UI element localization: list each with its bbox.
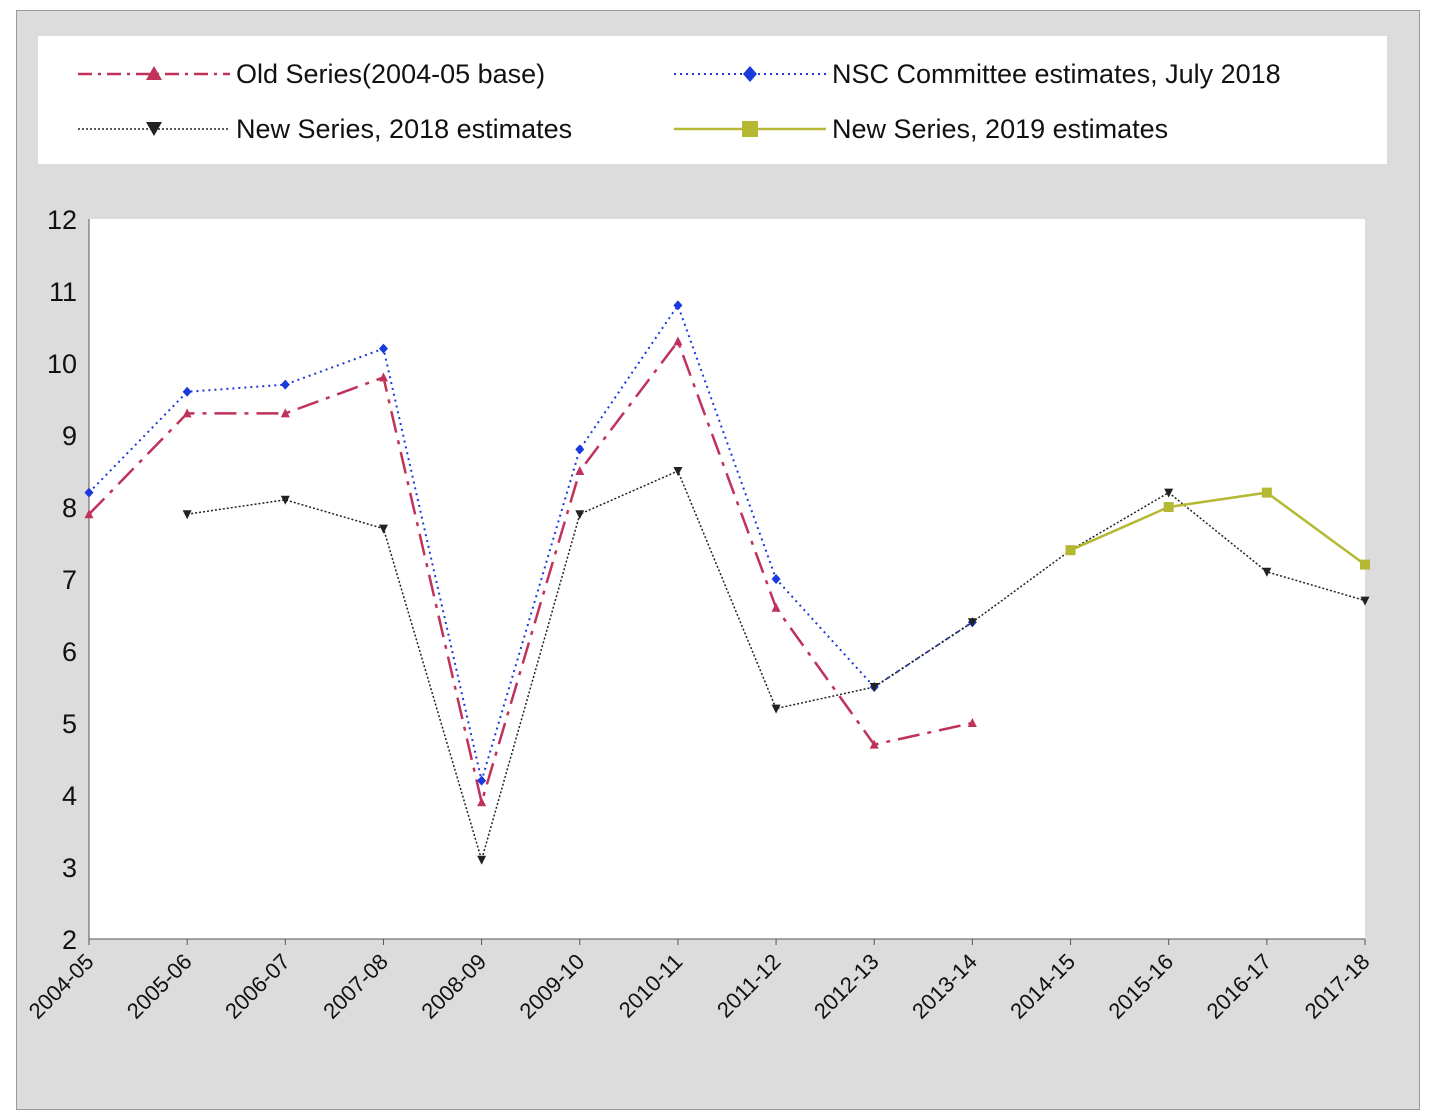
series-2-point	[182, 510, 192, 520]
y-tick-label: 10	[47, 349, 77, 379]
legend-label-new-series-2019: New Series, 2019 estimates	[832, 113, 1169, 144]
legend-label-nsc-committee: NSC Committee estimates, July 2018	[832, 58, 1281, 89]
series-markers	[84, 300, 1370, 865]
x-tick-label: 2005-06	[122, 949, 197, 1024]
x-tick-label: 2013-14	[907, 949, 982, 1024]
x-tick-label: 2017-18	[1300, 949, 1375, 1024]
legend-item-nsc-committee: NSC Committee estimates, July 2018	[674, 54, 1281, 94]
series-2-point	[1262, 567, 1272, 577]
series-0-point	[673, 336, 683, 346]
x-tick-label: 2011-12	[712, 949, 786, 1023]
series-2-point	[967, 618, 977, 628]
series-2-point	[1360, 596, 1370, 606]
x-tick-label: 2014-15	[1005, 949, 1080, 1024]
series-1-point	[84, 487, 94, 498]
legend-item-new-series-2018: New Series, 2018 estimates	[78, 109, 572, 149]
series-0-point	[575, 466, 585, 475]
series-2-point	[1164, 488, 1174, 498]
series-0-point	[477, 797, 487, 807]
series-3-point	[1360, 559, 1370, 570]
legend-swatch-new-series-2019	[674, 121, 826, 137]
series-3-point	[1261, 487, 1272, 498]
y-tick-labels: 2 3 4 5 6 7 8 9 10 11 12	[47, 205, 77, 955]
plot-area	[89, 219, 1365, 939]
series-0-point	[771, 602, 781, 612]
series-1-point	[378, 343, 388, 354]
legend-swatch-new-series-2018	[78, 122, 230, 136]
y-tick-label: 4	[62, 781, 77, 811]
series-3-point	[1163, 502, 1174, 512]
series-2-point	[477, 855, 487, 865]
series-3-line	[1069, 491, 1366, 566]
series-2-point	[280, 495, 290, 505]
series-0-point	[869, 739, 879, 749]
x-tick-label: 2009-10	[515, 949, 590, 1024]
y-tick-label: 5	[62, 709, 77, 739]
series-0-point	[182, 408, 192, 418]
series-0-point	[280, 408, 290, 418]
series-1-point	[771, 574, 781, 584]
series-0-point	[967, 718, 977, 727]
series-2-point	[673, 467, 683, 476]
legend-label-old-series: Old Series(2004-05 base)	[236, 58, 546, 89]
y-tick-label: 8	[62, 493, 77, 523]
series-1-point	[182, 386, 192, 397]
legend-item-new-series-2019: New Series, 2019 estimates	[674, 109, 1168, 149]
y-tick-label: 9	[62, 421, 77, 451]
series-2-point	[771, 704, 781, 714]
x-tick-label: 2016-17	[1202, 949, 1277, 1024]
x-tick-labels: 2004-05 2005-06 2006-07 2007-08 2008-09 2009-…	[24, 939, 1375, 1024]
y-tick-label: 11	[49, 277, 77, 307]
series-1-point	[477, 775, 487, 786]
series-0-point	[378, 372, 388, 382]
x-tick-label: 2008-09	[416, 949, 491, 1024]
series-2-point	[575, 510, 585, 520]
legend: Old Series(2004-05 base) NSC Committee e…	[38, 36, 1387, 164]
legend-swatch-old-series	[78, 66, 230, 80]
series-2-point	[378, 524, 388, 534]
x-tick-label: 2007-08	[318, 949, 393, 1024]
legend-label-new-series-2018: New Series, 2018 estimates	[236, 113, 573, 144]
y-tick-label: 7	[62, 565, 77, 595]
y-tick-label: 2	[62, 925, 77, 955]
series-0-point	[84, 509, 94, 519]
series-3-point	[1065, 545, 1076, 556]
x-tick-label: 2010-11	[614, 949, 688, 1023]
y-tick-label: 6	[62, 637, 77, 667]
y-tick-label: 12	[47, 205, 77, 235]
series-2-point	[869, 683, 879, 692]
legend-swatch-nsc-committee	[674, 66, 826, 82]
series-0-line	[88, 338, 973, 808]
legend-item-old-series: Old Series(2004-05 base)	[78, 54, 545, 94]
x-tick-label: 2012-13	[809, 949, 884, 1024]
series-1-point	[280, 379, 290, 390]
x-tick-label: 2004-05	[24, 949, 99, 1024]
series-1-point	[575, 444, 585, 455]
x-tick-label: 2015-16	[1103, 949, 1178, 1024]
x-tick-label: 2006-07	[220, 949, 295, 1024]
series-1-point	[673, 300, 683, 311]
y-tick-label: 3	[62, 853, 77, 883]
